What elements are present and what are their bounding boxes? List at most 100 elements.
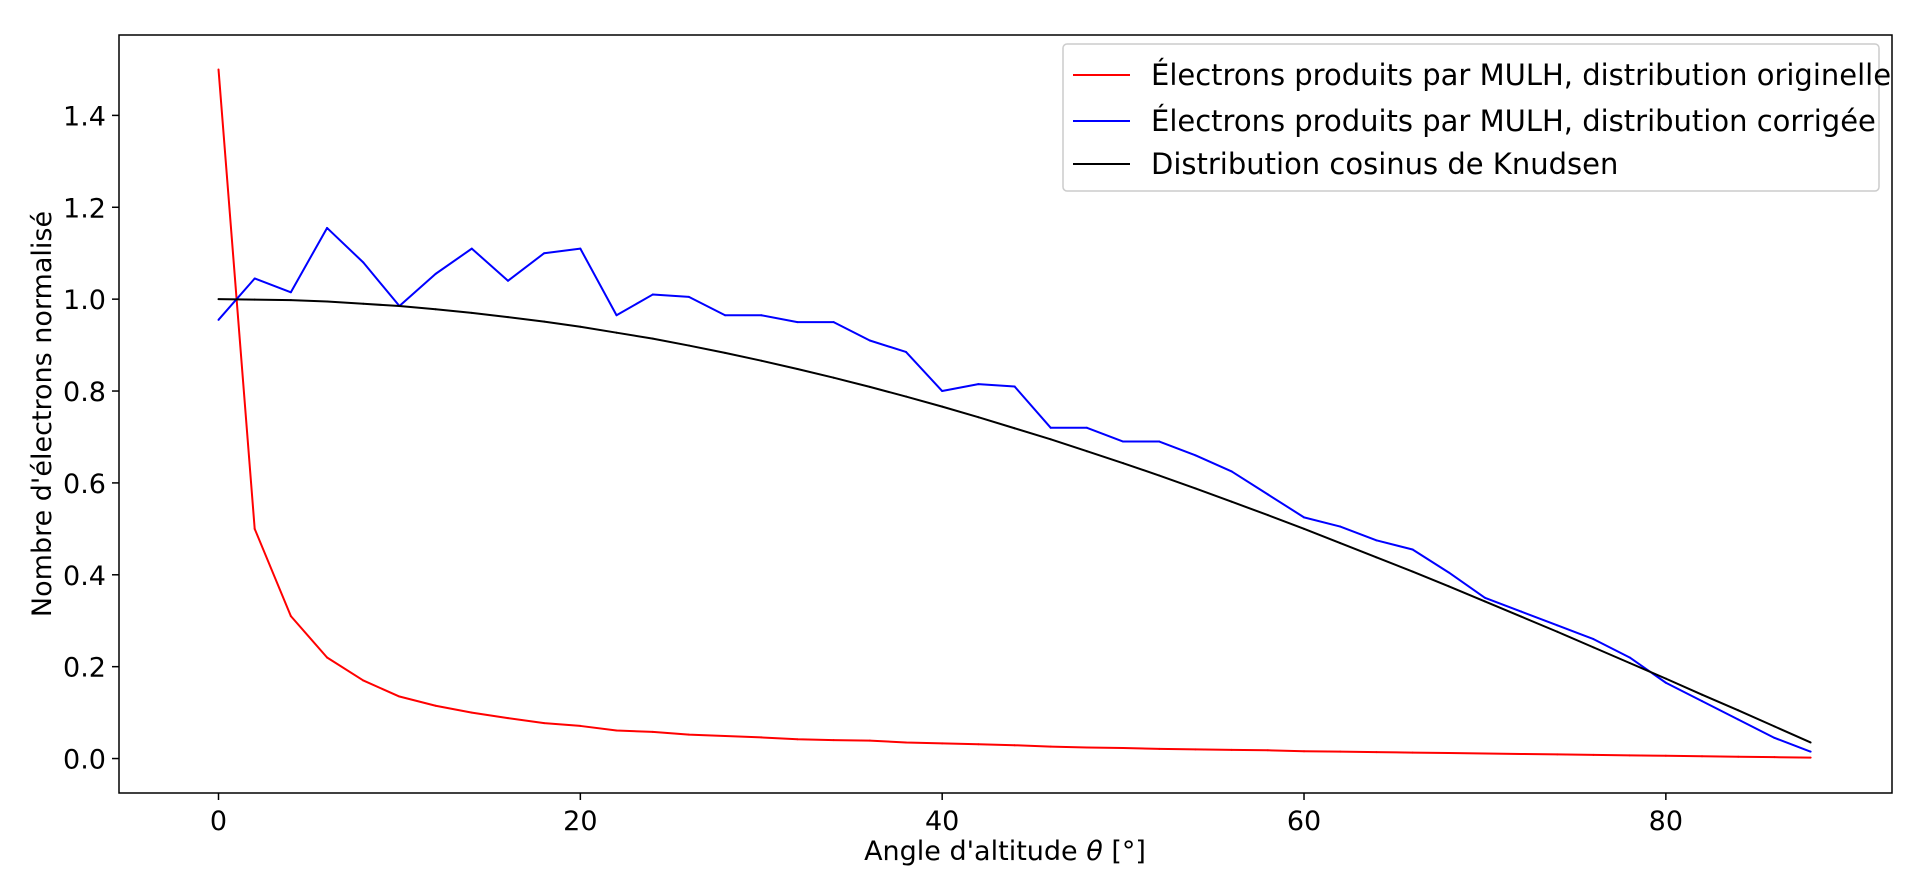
data-point-2-20: [941, 405, 944, 408]
x-tick-label: 0: [210, 806, 227, 837]
data-point-0-18: [868, 739, 871, 742]
data-point-2-12: [651, 337, 654, 340]
data-point-1-15: [760, 314, 763, 317]
data-point-0-21: [977, 743, 980, 746]
data-point-1-37: [1556, 624, 1559, 627]
data-point-1-18: [868, 339, 871, 342]
data-point-2-31: [1339, 542, 1342, 545]
data-point-1-44: [1809, 750, 1812, 753]
data-point-2-39: [1628, 661, 1631, 664]
data-point-0-12: [651, 730, 654, 733]
data-point-1-12: [651, 293, 654, 296]
data-point-2-36: [1520, 615, 1523, 618]
data-point-1-13: [687, 295, 690, 298]
y-axis-label: Nombre d'électrons normalisé: [27, 211, 58, 617]
data-point-2-2: [289, 299, 292, 302]
legend-label-original: Électrons produits par MULH, distributio…: [1151, 58, 1891, 92]
data-point-0-16: [796, 738, 799, 741]
data-point-1-6: [434, 272, 437, 275]
data-point-1-30: [1303, 516, 1306, 519]
data-point-0-7: [470, 711, 473, 714]
data-point-1-16: [796, 321, 799, 324]
data-point-1-41: [1701, 700, 1704, 703]
data-point-2-14: [724, 351, 727, 354]
data-point-2-1: [253, 298, 256, 301]
data-point-0-10: [579, 724, 582, 727]
data-point-0-22: [1013, 744, 1016, 747]
data-point-2-42: [1737, 709, 1740, 712]
data-point-0-3: [326, 656, 329, 659]
data-point-1-29: [1266, 493, 1269, 496]
data-point-0-44: [1809, 756, 1812, 759]
data-point-0-28: [1230, 748, 1233, 751]
data-point-0-2: [289, 615, 292, 618]
data-point-2-22: [1013, 427, 1016, 430]
data-point-2-30: [1303, 527, 1306, 530]
data-point-1-21: [977, 383, 980, 386]
data-point-0-41: [1701, 755, 1704, 758]
data-point-1-4: [362, 261, 365, 264]
data-point-1-14: [724, 314, 727, 317]
data-point-1-9: [543, 252, 546, 255]
data-point-1-25: [1122, 440, 1125, 443]
data-point-0-20: [941, 742, 944, 745]
data-point-0-6: [434, 704, 437, 707]
y-tick-label: 0.4: [63, 561, 106, 592]
x-tick-label: 40: [925, 806, 959, 837]
data-point-0-5: [398, 695, 401, 698]
x-axis-ticks: 0 20 40 60 80: [210, 793, 1683, 837]
data-point-0-34: [1447, 752, 1450, 755]
data-point-2-9: [543, 320, 546, 323]
plot-frame: [118, 34, 1893, 794]
data-point-0-26: [1158, 747, 1161, 750]
data-point-0-42: [1737, 755, 1740, 758]
legend-label-knudsen: Distribution cosinus de Knudsen: [1151, 147, 1618, 181]
data-point-2-43: [1773, 725, 1776, 728]
data-point-1-39: [1628, 656, 1631, 659]
data-point-0-19: [904, 741, 907, 744]
data-point-1-3: [326, 226, 329, 229]
y-tick-label: 1.0: [63, 285, 106, 316]
data-point-2-44: [1809, 741, 1812, 744]
data-point-0-27: [1194, 748, 1197, 751]
data-point-0-13: [687, 733, 690, 736]
data-point-2-4: [362, 302, 365, 305]
data-point-1-34: [1447, 571, 1450, 574]
data-point-1-17: [832, 321, 835, 324]
data-point-1-38: [1592, 638, 1595, 641]
legend: Électrons produits par MULH, distributio…: [1062, 43, 1891, 192]
data-point-0-1: [253, 527, 256, 530]
data-point-0-37: [1556, 753, 1559, 756]
data-point-1-19: [904, 350, 907, 353]
data-point-1-27: [1194, 454, 1197, 457]
data-point-2-28: [1230, 500, 1233, 503]
data-point-2-34: [1447, 585, 1450, 588]
data-point-1-32: [1375, 539, 1378, 542]
data-point-0-17: [832, 739, 835, 742]
data-point-2-5: [398, 305, 401, 308]
data-point-0-32: [1375, 751, 1378, 754]
data-point-2-15: [760, 359, 763, 362]
data-point-0-15: [760, 736, 763, 739]
data-point-2-24: [1085, 450, 1088, 453]
data-point-2-37: [1556, 630, 1559, 633]
x-tick-label: 80: [1649, 806, 1683, 837]
data-point-1-26: [1158, 440, 1161, 443]
data-point-1-33: [1411, 548, 1414, 551]
data-point-1-23: [1049, 426, 1052, 429]
data-point-2-8: [506, 316, 509, 319]
data-point-1-43: [1773, 736, 1776, 739]
y-tick-label: 1.2: [63, 193, 106, 224]
data-point-0-25: [1122, 746, 1125, 749]
data-point-0-14: [724, 735, 727, 738]
series-layer: [217, 68, 1812, 759]
data-point-0-36: [1520, 752, 1523, 755]
data-point-1-31: [1339, 525, 1342, 528]
data-point-1-0: [217, 318, 220, 321]
data-point-2-41: [1701, 693, 1704, 696]
data-point-0-39: [1628, 754, 1631, 757]
data-point-2-26: [1158, 474, 1161, 477]
data-point-2-16: [796, 367, 799, 370]
y-tick-label: 1.4: [63, 101, 106, 132]
